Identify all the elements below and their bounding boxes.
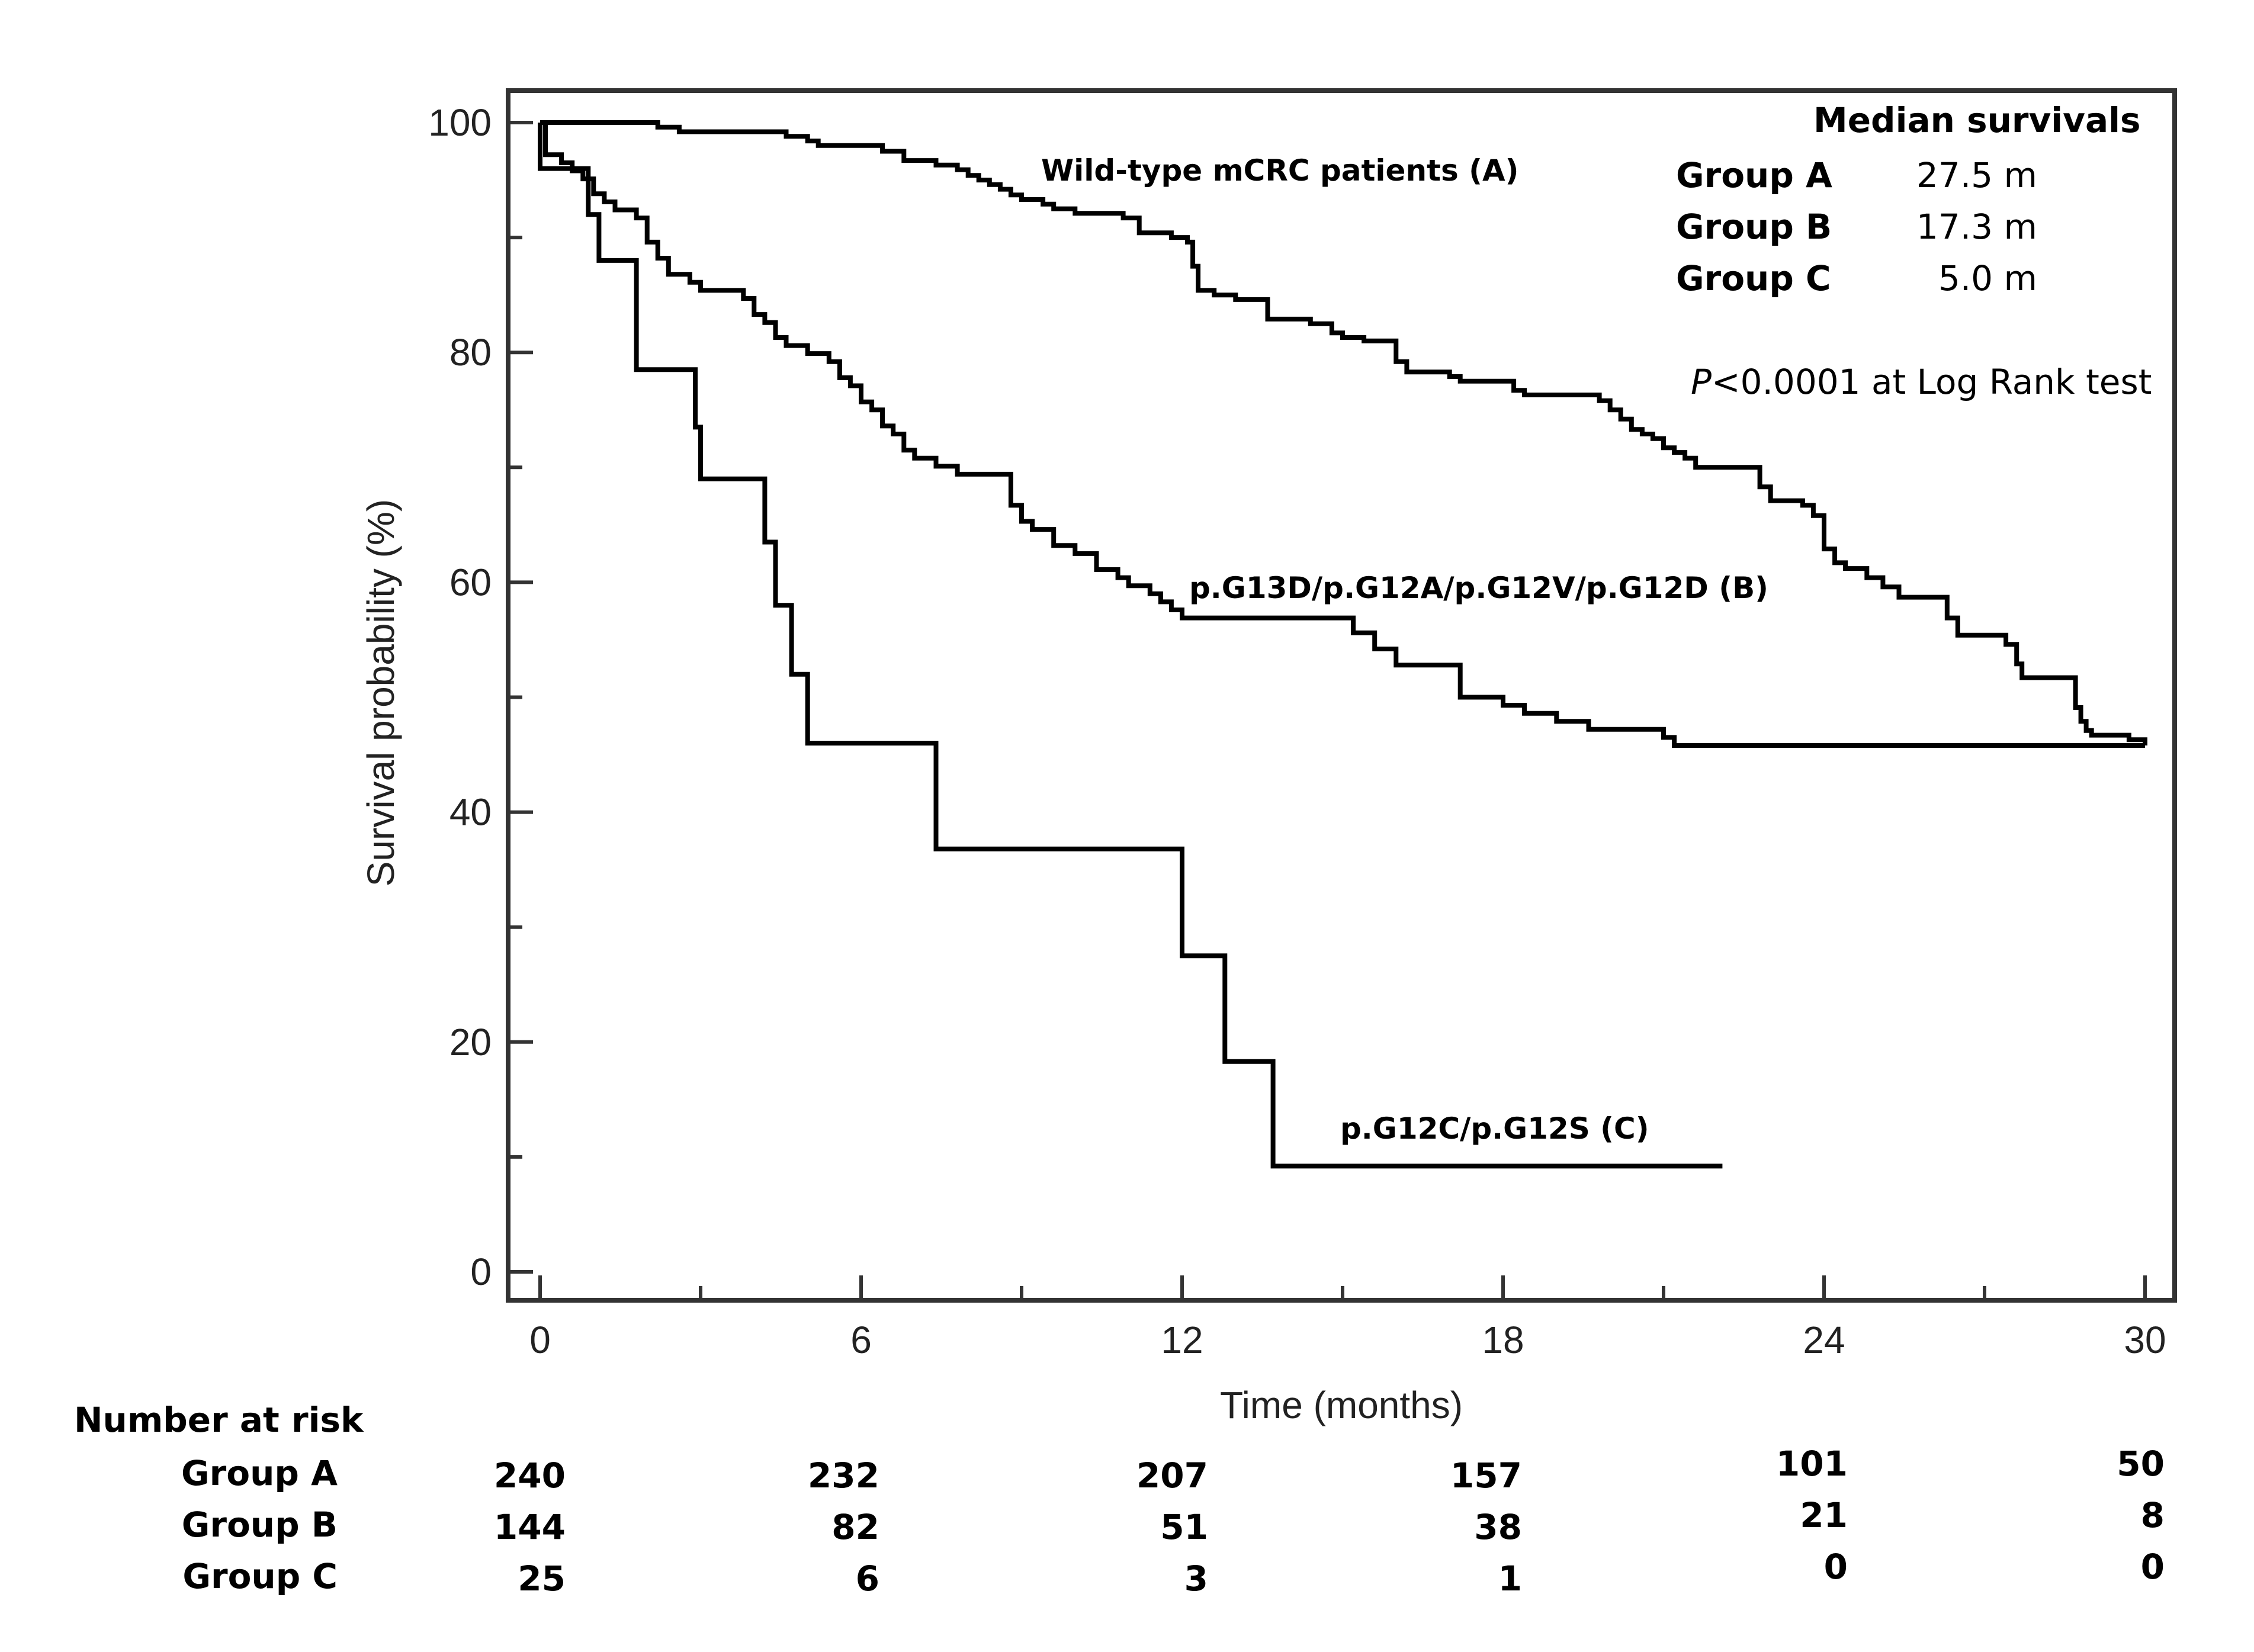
risk-value: 3: [1184, 1558, 1208, 1599]
x-tick-label: 0: [529, 1319, 551, 1361]
p-value-note: P<0.0001 at Log Rank test: [1691, 362, 2152, 402]
median-group-c-value: 5.0 m: [1938, 258, 2037, 298]
survival-curve-group-c: [538, 123, 1723, 1169]
median-group-a-label: Group A: [1676, 155, 1832, 195]
risk-table-values: 240 232 207 157 101 50 144 82 51 38 21 8 25 6 3 1 0 0: [494, 1444, 2165, 1599]
median-group-b-value: 17.3 m: [1916, 207, 2037, 247]
axis-tick-labels: 0 6 12 18 24 30 0 20 40 60 80 100: [428, 101, 2166, 1361]
median-survivals-title: Median survivals: [1813, 100, 2141, 140]
risk-value: 51: [1160, 1507, 1208, 1547]
risk-value: 0: [1824, 1547, 1848, 1587]
median-group-a-value: 27.5 m: [1916, 155, 2037, 195]
p-value-text: <0.0001 at Log Rank test: [1712, 362, 2152, 402]
risk-value: 6: [856, 1558, 879, 1599]
y-tick-label: 100: [428, 101, 492, 144]
risk-value: 232: [808, 1455, 879, 1496]
y-tick-label: 0: [470, 1251, 492, 1293]
y-axis-label: Survival probability (%): [359, 499, 402, 886]
x-tick-label: 6: [850, 1319, 872, 1361]
y-tick-label: 60: [449, 561, 492, 603]
risk-value: 38: [1474, 1507, 1522, 1547]
series-label-c: p.G12C/p.G12S (C): [1340, 1111, 1649, 1146]
survival-curve-group-a: [540, 120, 2147, 745]
risk-row-label-a: Group A: [181, 1453, 338, 1493]
risk-value: 144: [494, 1507, 566, 1547]
x-tick-label: 12: [1161, 1319, 1203, 1361]
p-value-italic: P: [1691, 362, 1712, 402]
x-tick-label: 30: [2124, 1319, 2166, 1361]
median-group-b-label: Group B: [1676, 207, 1832, 247]
risk-value: 21: [1800, 1495, 1848, 1535]
y-tick-label: 80: [449, 331, 492, 374]
risk-table-title: Number at risk: [74, 1400, 364, 1440]
risk-value: 157: [1450, 1455, 1522, 1496]
risk-value: 240: [494, 1455, 566, 1496]
x-axis-label: Time (months): [1220, 1384, 1463, 1426]
series-label-a: Wild-type mCRC patients (A): [1041, 153, 1519, 188]
risk-value: 25: [518, 1558, 566, 1599]
risk-row-label-c: Group C: [182, 1556, 338, 1596]
survival-curve-group-b: [540, 120, 2145, 748]
x-tick-label: 18: [1482, 1319, 1524, 1361]
risk-value: 8: [2141, 1495, 2165, 1535]
risk-row-label-b: Group B: [182, 1505, 338, 1545]
y-tick-label: 20: [449, 1021, 492, 1063]
median-group-c-label: Group C: [1676, 258, 1831, 298]
series-label-b: p.G13D/p.G12A/p.G12V/p.G12D (B): [1189, 571, 1768, 605]
risk-value: 82: [831, 1507, 879, 1547]
risk-value: 0: [2141, 1547, 2165, 1587]
axis-ticks: [508, 121, 2147, 1300]
survival-curves: [538, 120, 2147, 1169]
risk-value: 1: [1498, 1558, 1522, 1599]
risk-value: 207: [1136, 1455, 1208, 1496]
x-tick-label: 24: [1803, 1319, 1845, 1361]
risk-value: 101: [1776, 1444, 1848, 1484]
y-tick-label: 40: [449, 791, 492, 834]
risk-value: 50: [2117, 1444, 2165, 1484]
